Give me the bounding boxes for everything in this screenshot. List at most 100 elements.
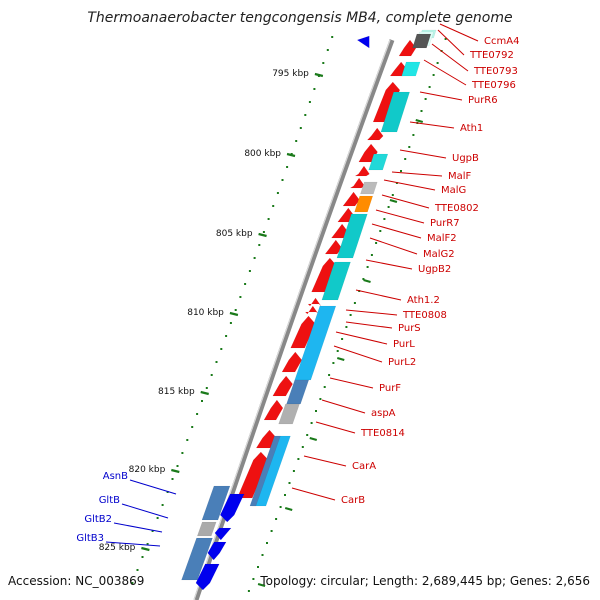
label-leader-line xyxy=(423,59,467,86)
ruler-dot xyxy=(161,504,164,506)
kbp-label: 805 kbp xyxy=(216,229,253,239)
ruler-major-tick xyxy=(286,152,296,158)
ruler-major-tick-right xyxy=(257,582,266,588)
label-leader-line xyxy=(409,121,455,129)
label-leader-line xyxy=(399,149,447,159)
gene-label: TTE0796 xyxy=(471,80,516,91)
gene-label: PurL xyxy=(393,339,415,350)
ruler-dot xyxy=(239,296,242,298)
ruler-dot xyxy=(141,556,144,558)
label-leader-line xyxy=(437,29,465,56)
gene-label: UgpB2 xyxy=(418,264,451,275)
left-gene-labels: AsnB GltB GltB2 GltB3 xyxy=(76,471,177,547)
ruler-dot-right xyxy=(297,458,300,460)
ruler-dot-right xyxy=(353,302,356,304)
ruler-dot-right xyxy=(383,218,386,220)
ruler-major-tick-right xyxy=(284,506,293,512)
ruler-dot xyxy=(136,569,139,571)
ruler-dot-right xyxy=(332,362,335,364)
ruler-dot xyxy=(326,49,329,51)
kbp-label: 815 kbp xyxy=(158,387,195,397)
ruler-dot xyxy=(331,36,334,38)
kbp-ruler: 795 kbp 800 kbp 805 kbp 810 kbp 815 kbp 820 k… xyxy=(99,36,447,592)
ruler-dot-right xyxy=(292,470,295,472)
gene-label: UgpB xyxy=(452,153,479,164)
ruler-dot-right xyxy=(370,254,373,256)
ruler-dot xyxy=(166,491,169,493)
label-leader-line xyxy=(291,487,336,501)
ruler-major-tick xyxy=(200,390,209,396)
gene-feature xyxy=(304,305,319,315)
ruler-dot xyxy=(215,361,218,363)
ruler-dot xyxy=(290,153,293,155)
page-title: Thermoanaerobacter tengcongensis MB4, co… xyxy=(87,10,513,26)
label-leader-line xyxy=(371,223,422,239)
ruler-dot-right xyxy=(345,326,348,328)
ruler-major-tick xyxy=(258,232,267,238)
ruler-dot-right xyxy=(379,230,382,232)
ruler-dot xyxy=(196,413,199,415)
gene-feature xyxy=(307,297,322,307)
gene-feature xyxy=(380,91,410,133)
gene-label: PurR7 xyxy=(430,218,460,229)
ruler-dot-right xyxy=(257,566,259,568)
ruler-dot xyxy=(181,452,184,454)
ruler-major-tick xyxy=(141,546,150,552)
ruler-dot-right xyxy=(366,266,369,268)
ruler-dot xyxy=(151,530,154,532)
ruler-dot xyxy=(176,465,179,467)
gene-label: PurR6 xyxy=(468,95,498,106)
label-leader-line xyxy=(381,194,430,209)
ruler-dot-right xyxy=(284,494,286,496)
label-leader-line xyxy=(121,503,169,519)
ruler-major-tick xyxy=(229,311,239,317)
ruler-major-tick-right xyxy=(415,118,424,124)
gene-label: Ath1 xyxy=(460,123,483,134)
gene-label: aspA xyxy=(371,408,396,419)
label-leader-line xyxy=(355,289,402,301)
gene-feature xyxy=(214,527,232,541)
ruler-dot xyxy=(286,166,289,168)
ruler-dot xyxy=(191,426,194,428)
ruler-dot xyxy=(295,140,298,142)
gene-feature xyxy=(354,195,374,213)
gene-label: TTE0814 xyxy=(360,428,405,439)
ruler-dot xyxy=(322,62,325,64)
ruler-dot xyxy=(201,400,203,402)
ruler-dot xyxy=(281,179,284,181)
label-leader-line xyxy=(383,179,436,191)
kbp-label: 800 kbp xyxy=(244,149,281,159)
ruler-dot xyxy=(253,257,256,259)
gene-label: CarB xyxy=(341,495,365,506)
gene-label: MalG2 xyxy=(423,249,455,260)
ruler-dot xyxy=(234,309,237,311)
label-leader-line xyxy=(303,455,347,467)
ruler-dot xyxy=(220,348,223,350)
gene-label: TTE0802 xyxy=(434,203,479,214)
label-leader-line xyxy=(105,541,161,547)
ruler-dot-right xyxy=(288,482,291,484)
ruler-dot xyxy=(276,192,279,194)
ruler-dot-right xyxy=(310,422,313,424)
ruler-dot xyxy=(258,244,261,246)
ruler-dot-right xyxy=(319,398,322,400)
ruler-dot xyxy=(308,101,311,103)
label-leader-line xyxy=(431,43,469,72)
accession-label: Accession: NC_003869 xyxy=(8,574,145,588)
gene-feature xyxy=(321,261,351,301)
ruler-dot xyxy=(156,517,159,519)
ruler-dot-right xyxy=(432,74,435,76)
kbp-label: 825 kbp xyxy=(99,543,136,553)
ruler-major-tick-right xyxy=(389,198,398,204)
label-leader-line xyxy=(321,399,366,414)
topology-label: Topology: circular; Length: 2,689,445 bp… xyxy=(260,574,590,588)
ruler-dot-right xyxy=(436,62,439,64)
ruler-dot-right xyxy=(336,350,339,352)
gene-feature xyxy=(336,213,368,259)
ruler-dot-right xyxy=(362,278,365,280)
gene-feature xyxy=(195,563,220,591)
gene-feature xyxy=(249,435,281,507)
gene-label: MalF2 xyxy=(427,233,457,244)
